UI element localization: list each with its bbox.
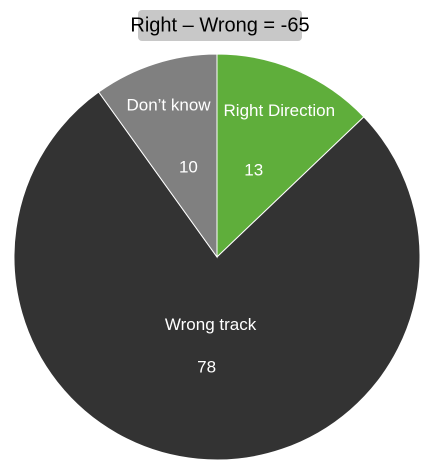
title-box xyxy=(138,10,302,41)
chart-title: Right – Wrong = -65 xyxy=(130,14,309,36)
pie-slice xyxy=(13,91,421,460)
pie-slice xyxy=(98,53,218,259)
value-label: 13 xyxy=(244,161,263,180)
value-label: 10 xyxy=(179,158,198,177)
value-label: 78 xyxy=(197,358,216,377)
pie-slice xyxy=(216,53,365,259)
slice-label: Don’t know xyxy=(126,96,211,115)
slice-label: Wrong track xyxy=(165,315,257,334)
slice-label: Right Direction xyxy=(224,101,336,120)
